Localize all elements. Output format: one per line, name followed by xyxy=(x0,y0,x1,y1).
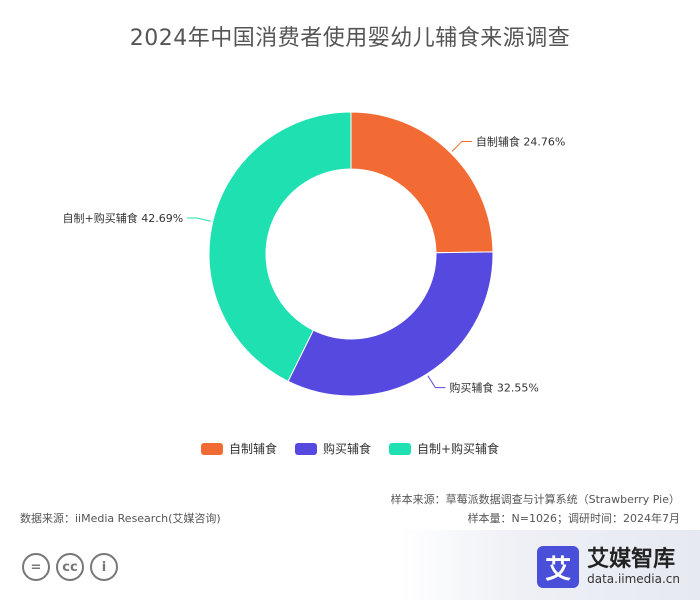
legend-swatch-homemade xyxy=(200,442,223,455)
slice-purchased-leader xyxy=(427,375,446,389)
slice-purchased[interactable] xyxy=(287,251,494,397)
brand: 艾 艾媒智库 data.iimedia.cn xyxy=(537,546,680,588)
legend-item-both[interactable]: 自制+购买辅食 xyxy=(388,440,500,457)
brand-logo-icon: 艾 xyxy=(537,546,580,588)
brand-name: 艾媒智库 xyxy=(587,547,676,572)
label-purchased: 购买辅食 32.55% xyxy=(449,381,538,395)
chart-title: 2024年中国消费者使用婴幼儿辅食来源调查 xyxy=(129,26,571,51)
license-icons: = cc i xyxy=(22,553,118,581)
sample-info: 样本量：N=1026；调研时间：2024年7月 xyxy=(467,512,680,525)
legend-label-homemade: 自制辅食 xyxy=(228,442,277,456)
person-icon: i xyxy=(90,553,118,581)
slice-both-leader xyxy=(187,217,211,222)
data-source: 数据来源：iiMedia Research(艾媒咨询) xyxy=(20,512,221,525)
legend-item-homemade[interactable]: 自制辅食 xyxy=(200,440,277,457)
brand-url: data.iimedia.cn xyxy=(587,572,680,586)
slice-homemade[interactable] xyxy=(350,111,494,254)
label-both: 自制+购买辅食 42.69% xyxy=(62,211,183,225)
sample-source: 样本来源：草莓派数据调查与计算系统（Strawberry Pie） xyxy=(390,493,680,506)
legend: 自制辅食 购买辅食 自制+购买辅食 xyxy=(0,440,700,457)
equals-icon: = xyxy=(22,553,50,581)
label-homemade: 自制辅食 24.76% xyxy=(476,134,565,148)
slice-both[interactable] xyxy=(208,111,352,382)
legend-label-purchased: 购买辅食 xyxy=(322,442,371,456)
slice-homemade-leader xyxy=(451,140,472,152)
legend-item-purchased[interactable]: 购买辅食 xyxy=(294,440,371,457)
legend-swatch-purchased xyxy=(294,442,317,455)
donut-chart: 自制辅食 24.76% 购买辅食 32.55% 自制+购买辅食 42.69% xyxy=(62,111,565,397)
legend-label-both: 自制+购买辅食 xyxy=(416,442,500,456)
legend-swatch-both xyxy=(388,442,411,455)
brand-text: 艾媒智库 data.iimedia.cn xyxy=(587,547,680,587)
cc-icon: cc xyxy=(56,553,84,581)
